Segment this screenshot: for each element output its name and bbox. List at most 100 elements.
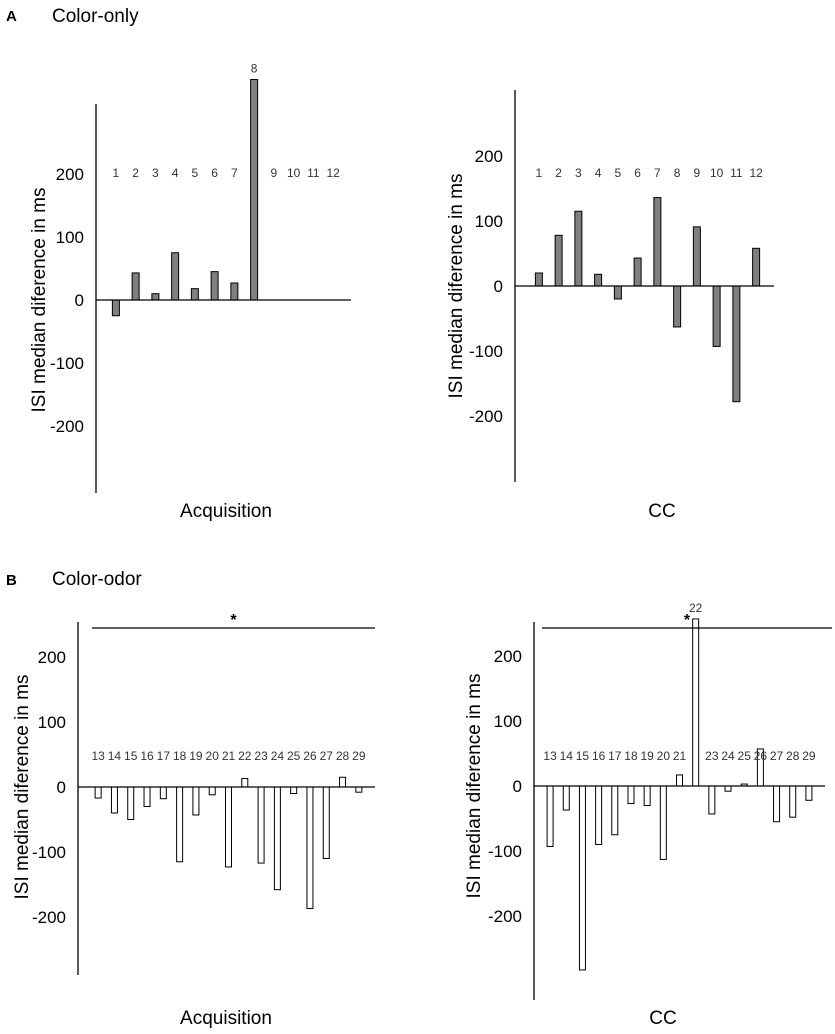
category-label-19: 19 <box>640 749 654 763</box>
y-axis-label: ISI median diference in ms <box>12 675 33 900</box>
y-tick-label: 0 <box>494 277 503 296</box>
bar-4 <box>594 273 603 287</box>
y-tick-label: -100 <box>50 354 84 373</box>
y-tick-label: 200 <box>475 147 503 166</box>
category-label-8: 8 <box>674 166 681 180</box>
category-label-6: 6 <box>634 166 641 180</box>
category-label-27: 27 <box>770 749 784 763</box>
bar-29 <box>355 786 363 793</box>
bar-7 <box>653 197 662 287</box>
y-tick-label: -200 <box>50 417 84 436</box>
category-label-8: 8 <box>251 62 258 76</box>
category-label-17: 17 <box>608 749 622 763</box>
category-label-28: 28 <box>336 749 350 763</box>
panel-letter-b: B <box>6 572 17 589</box>
category-label-4: 4 <box>172 166 179 180</box>
category-label-19: 19 <box>189 749 203 763</box>
bar-17 <box>611 785 619 836</box>
category-label-5: 5 <box>192 166 199 180</box>
bar-7 <box>230 282 239 301</box>
category-label-3: 3 <box>575 166 582 180</box>
y-tick-label: 0 <box>57 778 66 797</box>
bar-25 <box>290 786 298 794</box>
category-label-25: 25 <box>738 749 752 763</box>
category-label-29: 29 <box>352 749 366 763</box>
category-label-29: 29 <box>802 749 816 763</box>
bar-17 <box>159 786 167 800</box>
y-tick-label: 100 <box>56 228 84 247</box>
bar-18 <box>627 785 635 805</box>
bar-29 <box>805 785 813 801</box>
category-label-12: 12 <box>749 166 763 180</box>
x-axis-label: CC <box>649 1008 676 1029</box>
category-label-25: 25 <box>287 749 301 763</box>
x-axis-label: CC <box>648 501 675 522</box>
bar-8 <box>250 79 259 301</box>
category-label-16: 16 <box>592 749 606 763</box>
bar-28 <box>339 776 347 788</box>
bar-8 <box>673 285 682 328</box>
bar-9 <box>692 226 701 287</box>
significance-star: * <box>230 612 237 629</box>
significance-star: * <box>684 612 691 629</box>
category-label-13: 13 <box>91 749 105 763</box>
category-label-9: 9 <box>271 166 278 180</box>
category-label-2: 2 <box>555 166 562 180</box>
category-label-27: 27 <box>320 749 334 763</box>
category-label-13: 13 <box>543 749 557 763</box>
chart-b-acquisition: 200 100 0 -100 -200 ISI median diference in m… <box>12 612 375 1029</box>
bar-12 <box>752 247 761 287</box>
bar-3 <box>574 210 583 287</box>
y-tick-label: 200 <box>494 647 522 666</box>
category-label-14: 14 <box>108 749 122 763</box>
bar-15 <box>127 786 135 820</box>
panel-title-b: Color-odor <box>52 569 142 590</box>
bar-13 <box>94 786 102 799</box>
y-tick-label: -200 <box>488 907 522 926</box>
bar-24 <box>724 785 732 792</box>
category-label-28: 28 <box>786 749 800 763</box>
y-tick-label: -200 <box>469 407 503 426</box>
bar-22 <box>692 618 700 787</box>
category-label-11: 11 <box>307 166 320 180</box>
category-label-7: 7 <box>654 166 661 180</box>
bar-4 <box>171 252 180 301</box>
bar-21 <box>225 786 232 868</box>
y-tick-label: 200 <box>56 165 84 184</box>
bar-2 <box>554 234 563 287</box>
y-tick-label: -200 <box>32 908 66 927</box>
category-label-10: 10 <box>710 166 724 180</box>
bar-6 <box>633 257 642 287</box>
bar-16 <box>143 786 151 807</box>
y-axis-label: ISI median diference in ms <box>464 674 485 899</box>
y-tick-label: 200 <box>38 648 66 667</box>
bar-10 <box>712 285 721 347</box>
bar-27 <box>322 786 330 859</box>
category-label-15: 15 <box>124 749 138 763</box>
category-label-24: 24 <box>271 749 285 763</box>
y-tick-label: 100 <box>475 212 503 231</box>
bar-1 <box>111 299 120 317</box>
category-label-20: 20 <box>206 749 220 763</box>
bar-11 <box>732 285 741 403</box>
category-label-26: 26 <box>754 749 768 763</box>
category-label-21: 21 <box>222 749 236 763</box>
bar-1 <box>534 272 543 287</box>
category-label-22: 22 <box>689 601 703 615</box>
category-label-5: 5 <box>615 166 622 180</box>
x-axis-label: Acquisition <box>180 1008 272 1029</box>
bar-3 <box>151 293 160 301</box>
category-label-18: 18 <box>624 749 638 763</box>
category-label-3: 3 <box>152 166 159 180</box>
y-tick-label: 100 <box>38 713 66 732</box>
category-label-4: 4 <box>595 166 602 180</box>
bar-28 <box>789 785 797 818</box>
category-label-26: 26 <box>303 749 317 763</box>
category-label-17: 17 <box>157 749 171 763</box>
bar-14 <box>110 786 118 814</box>
bar-18 <box>176 786 184 863</box>
y-tick-label: -100 <box>488 842 522 861</box>
